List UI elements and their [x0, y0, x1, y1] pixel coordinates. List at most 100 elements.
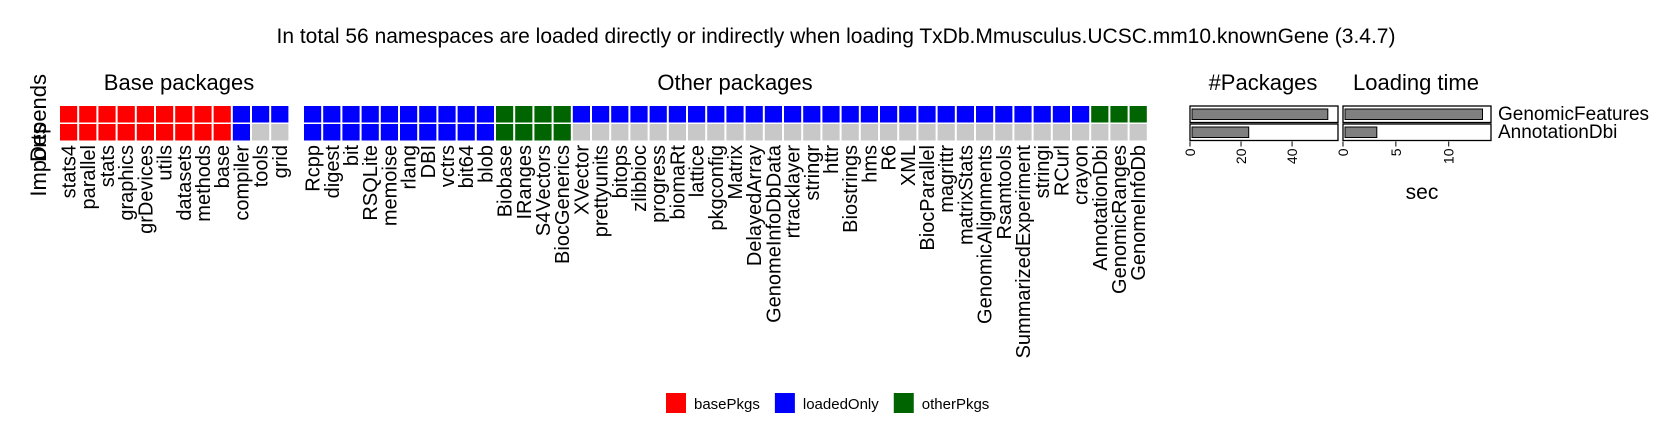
base-cell-utils-GenomicFeatures: [156, 106, 174, 123]
other-cell-GenomeInfoDb-GenomicFeatures: [1129, 106, 1147, 123]
other-column-label: memoise: [379, 145, 401, 226]
other-column-label: GenomicAlignments: [975, 145, 997, 324]
other-column-label: S4Vectors: [533, 145, 555, 236]
base-column-label: methods: [193, 145, 215, 222]
other-cell-Rcpp-GenomicFeatures: [304, 106, 322, 123]
other-cell-magrittr-AnnotationDbi: [937, 124, 955, 141]
other-cell-BiocParallel-GenomicFeatures: [918, 106, 936, 123]
loading-time-tick-label: 10: [1441, 148, 1457, 164]
other-cell-R6-GenomicFeatures: [880, 106, 898, 123]
section-label-npackages: #Packages: [1209, 70, 1318, 95]
other-cell-blob-AnnotationDbi: [476, 124, 494, 141]
other-column-label: Biostrings: [840, 145, 862, 233]
other-cell-magrittr-GenomicFeatures: [937, 106, 955, 123]
other-column-label: stringr: [802, 145, 824, 201]
base-column-label: base: [212, 145, 234, 188]
other-packages-grid: RcppdigestbitRSQLitememoiserlangDBIvctrs…: [303, 106, 1150, 358]
other-cell-digest-GenomicFeatures: [323, 106, 341, 123]
loading-time-bar-AnnotationDbi: [1344, 126, 1378, 138]
ylabel-imports: Imports: [26, 123, 51, 196]
npackages-bar-panel: 0 20 40: [1182, 105, 1339, 164]
other-cell-DBI-AnnotationDbi: [419, 124, 437, 141]
other-column-label: matrixStats: [955, 145, 977, 245]
base-column-label: parallel: [78, 145, 100, 209]
other-cell-GenomicAlignments-GenomicFeatures: [976, 106, 994, 123]
base-cell-parallel-AnnotationDbi: [79, 124, 97, 141]
other-column-label: crayon: [1071, 145, 1093, 205]
other-column-label: progress: [648, 145, 670, 223]
npackages-bar-AnnotationDbi: [1191, 126, 1250, 138]
other-column-label: GenomicRanges: [1109, 145, 1131, 294]
ylabel-depends: Depends: [26, 74, 51, 162]
other-cell-XVector-GenomicFeatures: [572, 106, 590, 123]
base-cell-stats-GenomicFeatures: [98, 106, 116, 123]
base-cell-utils-AnnotationDbi: [156, 124, 174, 141]
legend-swatch-basePkgs: [666, 393, 686, 413]
other-cell-httr-AnnotationDbi: [822, 124, 840, 141]
other-cell-GenomeInfoDbData-GenomicFeatures: [764, 106, 782, 123]
other-column-label: GenomeInfoDb: [1128, 145, 1150, 281]
loading-time-tick-label: 0: [1335, 148, 1351, 156]
loading-time-panel-frame: [1342, 123, 1492, 142]
base-column-label: utils: [155, 145, 177, 181]
other-cell-httr-GenomicFeatures: [822, 106, 840, 123]
row-label: GenomicFeatures: [1498, 104, 1649, 125]
other-column-label: bitops: [610, 145, 632, 198]
base-cell-stats4-AnnotationDbi: [60, 124, 78, 141]
other-cell-GenomicRanges-AnnotationDbi: [1110, 124, 1128, 141]
loading-time-bar-GenomicFeatures: [1344, 108, 1483, 120]
other-column-label: RCurl: [1051, 145, 1073, 196]
other-cell-bit64-GenomicFeatures: [457, 106, 475, 123]
other-cell-stringi-AnnotationDbi: [1033, 124, 1051, 141]
other-column-label: biomaRt: [667, 145, 689, 220]
npackages-tick-label: 0: [1182, 148, 1198, 156]
other-cell-RSQLite-AnnotationDbi: [361, 124, 379, 141]
base-cell-grid-AnnotationDbi: [271, 124, 289, 141]
other-cell-progress-GenomicFeatures: [649, 106, 667, 123]
other-cell-matrixStats-GenomicFeatures: [956, 106, 974, 123]
base-cell-tools-AnnotationDbi: [252, 124, 270, 141]
other-cell-progress-AnnotationDbi: [649, 124, 667, 141]
other-column-label: blob: [475, 145, 497, 183]
other-cell-BiocGenerics-GenomicFeatures: [553, 106, 571, 123]
other-cell-DelayedArray-GenomicFeatures: [745, 106, 763, 123]
other-cell-R6-AnnotationDbi: [880, 124, 898, 141]
other-column-label: XVector: [571, 145, 593, 215]
other-column-label: XML: [898, 145, 920, 186]
base-column-label: stats4: [59, 145, 81, 198]
other-cell-GenomeInfoDbData-AnnotationDbi: [764, 124, 782, 141]
other-cell-zlibbioc-GenomicFeatures: [630, 106, 648, 123]
other-cell-S4Vectors-GenomicFeatures: [534, 106, 552, 123]
other-cell-GenomicRanges-GenomicFeatures: [1110, 106, 1128, 123]
other-cell-vctrs-GenomicFeatures: [438, 106, 456, 123]
other-column-label: Biobase: [495, 145, 517, 217]
other-column-label: zlibbioc: [629, 145, 651, 212]
base-cell-stats4-GenomicFeatures: [60, 106, 78, 123]
row-label: AnnotationDbi: [1498, 122, 1617, 143]
other-cell-Matrix-GenomicFeatures: [726, 106, 744, 123]
legend-label-basePkgs: basePkgs: [694, 396, 760, 413]
other-cell-Biostrings-GenomicFeatures: [841, 106, 859, 123]
base-cell-grid-GenomicFeatures: [271, 106, 289, 123]
other-column-label: IRanges: [514, 145, 536, 220]
other-cell-AnnotationDbi-GenomicFeatures: [1091, 106, 1109, 123]
base-cell-datasets-AnnotationDbi: [175, 124, 193, 141]
other-column-label: httr: [821, 145, 843, 174]
base-cell-parallel-GenomicFeatures: [79, 106, 97, 123]
other-column-label: DBI: [418, 145, 440, 178]
base-cell-compiler-AnnotationDbi: [232, 124, 250, 141]
legend-swatch-loadedOnly: [774, 393, 795, 413]
other-cell-biomaRt-AnnotationDbi: [668, 124, 686, 141]
base-cell-graphics-GenomicFeatures: [117, 106, 135, 123]
base-cell-datasets-GenomicFeatures: [175, 106, 193, 123]
other-cell-BiocGenerics-AnnotationDbi: [553, 124, 571, 141]
other-cell-SummarizedExperiment-GenomicFeatures: [1014, 106, 1032, 123]
other-cell-bitops-GenomicFeatures: [611, 106, 629, 123]
other-column-label: R6: [879, 145, 901, 171]
other-cell-biomaRt-GenomicFeatures: [668, 106, 686, 123]
base-column-label: stats: [97, 145, 119, 187]
base-cell-base-AnnotationDbi: [213, 124, 231, 141]
other-cell-stringi-GenomicFeatures: [1033, 106, 1051, 123]
other-cell-Rcpp-AnnotationDbi: [304, 124, 322, 141]
